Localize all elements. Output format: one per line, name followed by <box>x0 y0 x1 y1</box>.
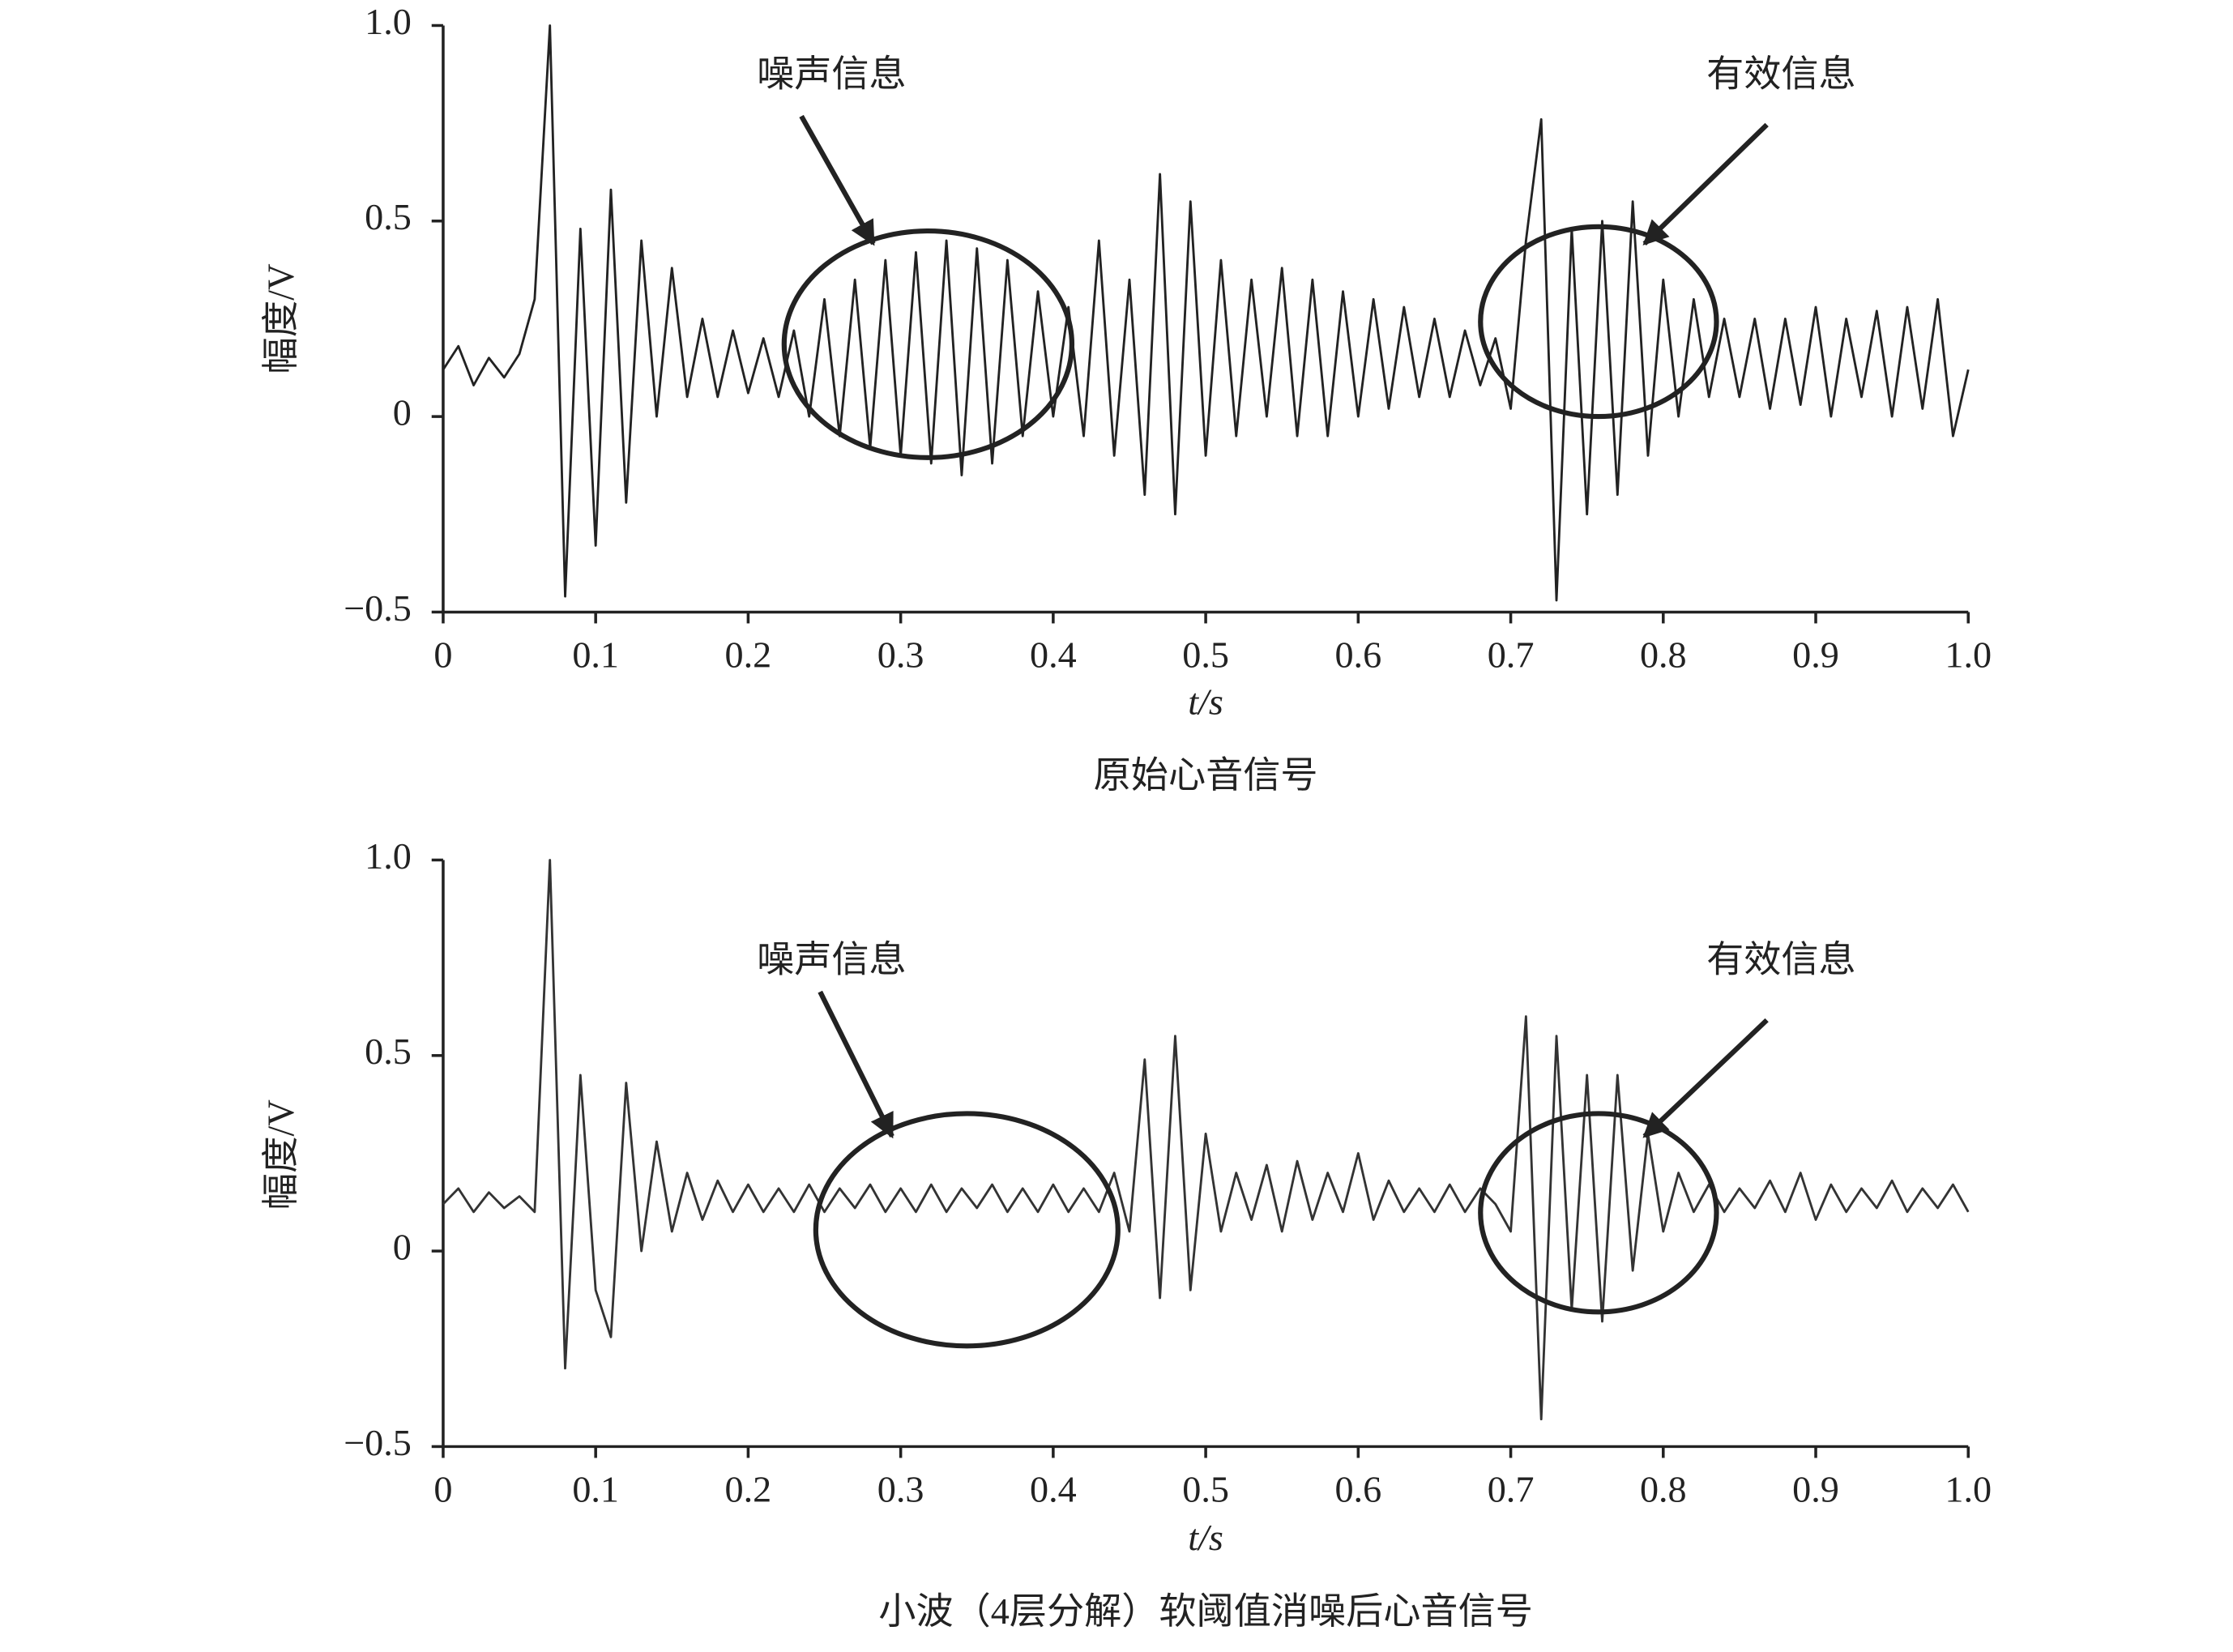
x-tick-label: 0.6 <box>1334 1469 1381 1510</box>
x-tick-label: 0.5 <box>1182 1469 1229 1510</box>
y-tick-label: 1.0 <box>365 1 412 42</box>
x-tick-label: 0.9 <box>1792 634 1839 676</box>
x-tick-label: 0.4 <box>1030 634 1077 676</box>
x-tick-label: 0.2 <box>725 634 772 676</box>
x-tick-label: 0.1 <box>572 634 619 676</box>
x-tick-label: 1.0 <box>1945 634 1992 676</box>
x-tick-label: 0.8 <box>1640 634 1687 676</box>
x-tick-label: 0.1 <box>572 1469 619 1510</box>
x-axis-label: t/s <box>1188 681 1223 723</box>
y-axis-label: 幅度/V <box>260 1099 301 1210</box>
y-tick-label: −0.5 <box>344 587 412 629</box>
chart-caption: 原始心音信号 <box>1094 755 1318 796</box>
annotation-label: 噪声信息 <box>757 939 907 980</box>
chart-caption: 小波（4层分解）软阈值消噪后心音信号 <box>878 1590 1533 1632</box>
annotation-ellipse <box>813 1111 1121 1349</box>
x-tick-label: 0.3 <box>877 634 924 676</box>
annotation-ellipse <box>1478 1111 1719 1315</box>
y-tick-label: 0 <box>393 1227 412 1268</box>
y-tick-label: 1.0 <box>365 835 412 877</box>
x-tick-label: 0.7 <box>1488 1469 1535 1510</box>
x-axis-label: t/s <box>1188 1517 1223 1558</box>
annotation-label: 噪声信息 <box>757 53 907 95</box>
x-tick-label: 0 <box>433 634 452 676</box>
annotation-arrow <box>1642 1018 1769 1138</box>
annotation-arrow <box>799 114 876 246</box>
x-tick-label: 1.0 <box>1945 1469 1992 1510</box>
x-tick-label: 0.9 <box>1792 1469 1839 1510</box>
annotation-arrow <box>1642 122 1769 245</box>
x-tick-label: 0.8 <box>1640 1469 1687 1510</box>
y-axis-label: 幅度/V <box>260 263 301 374</box>
y-tick-label: 0 <box>393 392 412 433</box>
annotation-label: 有效信息 <box>1706 53 1856 95</box>
y-tick-label: 0.5 <box>365 1031 412 1073</box>
y-tick-label: 0.5 <box>365 197 412 238</box>
x-tick-label: 0.5 <box>1182 634 1229 676</box>
annotation-ellipse <box>781 228 1075 460</box>
x-tick-label: 0.6 <box>1334 634 1381 676</box>
x-tick-label: 0.2 <box>725 1469 772 1510</box>
x-tick-label: 0.3 <box>877 1469 924 1510</box>
x-tick-label: 0.4 <box>1030 1469 1077 1510</box>
annotation-ellipse <box>1478 224 1719 420</box>
x-tick-label: 0 <box>433 1469 452 1510</box>
annotation-arrow <box>818 990 894 1139</box>
y-tick-label: −0.5 <box>344 1422 412 1463</box>
annotation-label: 有效信息 <box>1706 939 1856 980</box>
signal-line <box>442 24 1970 602</box>
x-tick-label: 0.7 <box>1488 634 1535 676</box>
